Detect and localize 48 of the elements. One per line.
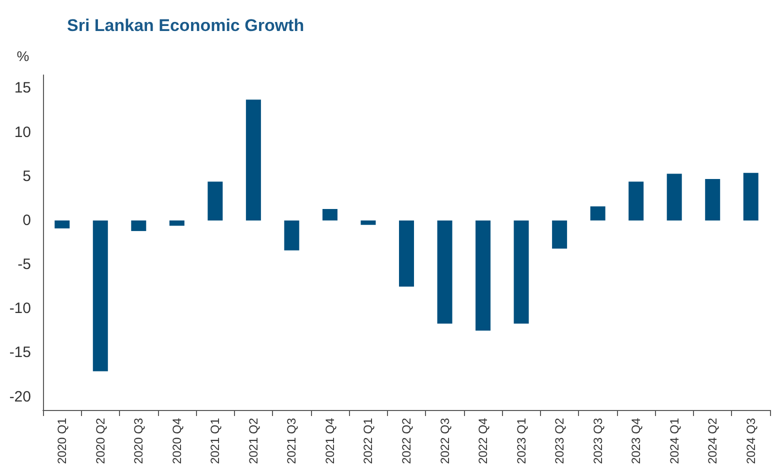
y-tick-label: 15: [14, 80, 31, 97]
bar: [284, 220, 300, 250]
x-tick-label: 2022 Q2: [400, 418, 414, 464]
x-tick-label: 2022 Q3: [438, 418, 452, 464]
x-tick-label: 2023 Q2: [552, 418, 567, 464]
bar: [743, 172, 758, 220]
bar: [169, 220, 184, 226]
bar: [437, 220, 452, 324]
x-tick-label: 2024 Q1: [667, 418, 682, 464]
x-tick-label: 2024 Q3: [744, 418, 758, 464]
x-tick-label: 2022 Q1: [361, 418, 376, 464]
bar: [705, 179, 720, 220]
bar: [92, 220, 108, 372]
x-tick-label: 2023 Q4: [629, 418, 644, 464]
chart-title: Sri Lankan Economic Growth: [67, 16, 304, 35]
bar: [131, 220, 146, 232]
x-tick-label: 2020 Q1: [55, 418, 70, 464]
x-tick-label: 2023 Q1: [514, 418, 528, 464]
x-tick-label: 2021 Q4: [322, 418, 337, 464]
x-tick-label: 2020 Q4: [170, 418, 184, 464]
x-tick-label: 2020 Q3: [132, 418, 146, 464]
y-tick-label: -15: [9, 344, 31, 362]
bar: [666, 174, 682, 220]
y-tick-label: 5: [22, 168, 31, 185]
y-axis-title: %: [16, 48, 30, 64]
bar: [322, 209, 338, 220]
bar: [514, 220, 529, 324]
y-tick-label: 10: [14, 124, 31, 141]
y-tick-label: -5: [18, 256, 31, 274]
x-tick-label: 2020 Q2: [93, 418, 108, 464]
bar: [476, 220, 491, 331]
y-tick-label: -10: [9, 300, 31, 318]
bar: [54, 220, 70, 228]
bar: [590, 206, 606, 220]
bar: [628, 182, 644, 220]
bar: [208, 182, 223, 220]
x-tick-label: 2024 Q2: [706, 418, 720, 464]
bar: [246, 100, 261, 220]
x-tick-label: 2021 Q3: [284, 418, 299, 464]
x-tick-label: 2023 Q3: [590, 418, 605, 464]
x-tick-label: 2021 Q1: [208, 418, 222, 464]
bar: [552, 220, 568, 249]
x-tick-label: 2021 Q2: [246, 418, 260, 464]
y-tick-label: -20: [9, 388, 31, 406]
x-tick-label: 2022 Q4: [476, 418, 490, 464]
bar: [360, 220, 376, 225]
y-tick-label: 0: [22, 212, 31, 229]
bar: [399, 220, 414, 287]
